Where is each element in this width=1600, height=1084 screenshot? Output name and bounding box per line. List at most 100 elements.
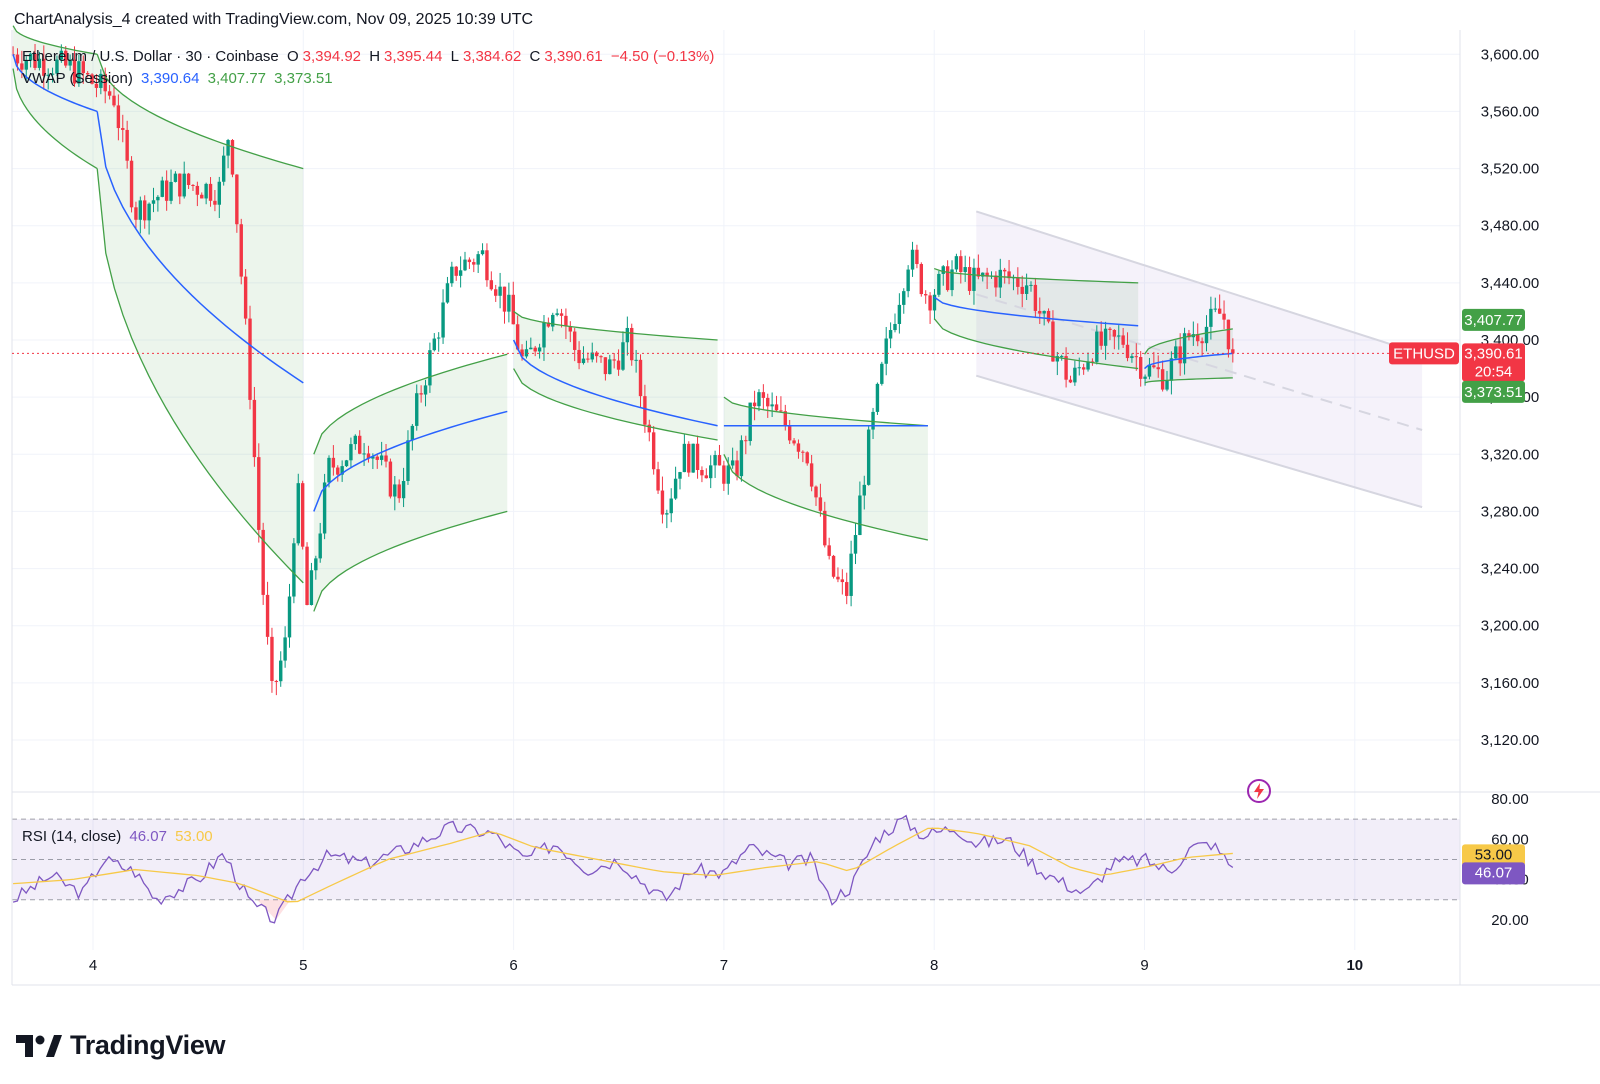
y-tick-label: 3,160.00 bbox=[1481, 675, 1539, 692]
candle-body bbox=[1222, 313, 1226, 320]
symbol-title[interactable]: Ethereum / U.S. Dollar · 30 · Coinbase bbox=[22, 48, 279, 65]
candle-body bbox=[853, 535, 858, 554]
candle-body bbox=[603, 357, 608, 375]
candle-body bbox=[85, 73, 90, 75]
rsi-value-tag-bg bbox=[1462, 862, 1525, 885]
candle-body bbox=[954, 256, 959, 270]
y-tick-label: 3,200.00 bbox=[1481, 618, 1539, 635]
candle-body bbox=[415, 393, 419, 426]
lightning-icon[interactable] bbox=[1246, 778, 1272, 804]
channel-fill bbox=[976, 211, 1423, 508]
candle-body bbox=[1068, 379, 1073, 383]
vwap-lower-tag: 3,373.51 bbox=[1462, 380, 1525, 403]
candle-body bbox=[147, 203, 151, 221]
low-value: 3,384.62 bbox=[462, 48, 522, 65]
candle-body bbox=[796, 443, 801, 452]
candle-body bbox=[1024, 285, 1029, 294]
candle-body bbox=[599, 356, 603, 358]
candle-body bbox=[897, 304, 902, 324]
y-tick-label: 3,120.00 bbox=[1481, 732, 1539, 749]
candle-body bbox=[928, 295, 932, 311]
high-label: H bbox=[369, 48, 381, 65]
candle-body bbox=[1051, 321, 1055, 362]
vwap-lower-band bbox=[12, 68, 98, 170]
candle-body bbox=[590, 352, 594, 360]
candle-body bbox=[507, 294, 511, 312]
x-tick-label: 10 bbox=[1346, 957, 1363, 974]
candle-body bbox=[327, 457, 331, 483]
candle-body bbox=[428, 350, 432, 386]
candle-body bbox=[292, 543, 296, 597]
chart-credit: ChartAnalysis_4 created with TradingView… bbox=[14, 11, 534, 28]
vwap-title[interactable]: VWAP (Session) bbox=[22, 70, 133, 87]
candle-body bbox=[752, 402, 757, 407]
vwap-upper-tag-bg bbox=[1462, 308, 1525, 331]
rsi-ma-tag-bg bbox=[1462, 844, 1525, 867]
vwap-line bbox=[1144, 352, 1233, 370]
candle-body bbox=[406, 440, 410, 482]
rsi-tick-label: 20.00 bbox=[1491, 912, 1529, 929]
candle-body bbox=[1204, 326, 1209, 344]
candle-body bbox=[656, 469, 660, 491]
candle-body bbox=[450, 266, 454, 284]
tradingview-logo-icon bbox=[16, 1034, 62, 1057]
candle-body bbox=[1055, 356, 1060, 362]
vwap-line bbox=[313, 410, 508, 512]
candle-body bbox=[959, 256, 963, 273]
candle-body bbox=[1099, 331, 1103, 346]
candle-body bbox=[239, 224, 243, 277]
y-tick-label: 3,600.00 bbox=[1481, 46, 1539, 63]
candle-body bbox=[906, 269, 910, 292]
candle-body bbox=[783, 411, 787, 426]
candle-body bbox=[621, 342, 625, 370]
candle-body bbox=[384, 455, 388, 462]
candle-body bbox=[880, 363, 884, 384]
candle-body bbox=[1143, 376, 1147, 379]
candle-body bbox=[537, 347, 542, 352]
candle-body bbox=[1174, 346, 1178, 359]
candle-body bbox=[524, 349, 529, 357]
candle-body bbox=[270, 636, 274, 681]
x-tick-label: 9 bbox=[1140, 957, 1148, 974]
candle-body bbox=[787, 425, 792, 441]
candle-body bbox=[50, 73, 55, 75]
candle-body bbox=[64, 50, 68, 66]
candle-body bbox=[831, 555, 836, 577]
candle-body bbox=[397, 484, 401, 499]
candle-body bbox=[436, 337, 441, 339]
candle-body bbox=[191, 184, 195, 186]
vwap-upper-band bbox=[96, 54, 304, 170]
candle-body bbox=[1042, 310, 1046, 314]
candle-body bbox=[1169, 358, 1174, 381]
tradingview-logo[interactable]: TradingView bbox=[16, 1030, 226, 1061]
rsi-oversold-fill bbox=[257, 899, 291, 920]
candle-body bbox=[121, 128, 125, 130]
candle-body bbox=[1029, 284, 1033, 286]
candle-body bbox=[910, 249, 915, 270]
candle-body bbox=[90, 74, 94, 84]
candle-body bbox=[572, 331, 577, 350]
open-value: 3,394.92 bbox=[302, 48, 362, 65]
candle-body bbox=[24, 60, 28, 70]
rsi-title[interactable]: RSI (14, close) bbox=[22, 828, 122, 845]
candle-body bbox=[68, 59, 72, 66]
last-price-text: 3,390.61 bbox=[1464, 345, 1522, 362]
vwap-upper-band bbox=[313, 353, 508, 455]
candle-body bbox=[691, 443, 695, 473]
candle-body bbox=[353, 435, 358, 445]
candle-body bbox=[533, 347, 537, 352]
candle-body bbox=[1108, 328, 1112, 330]
candle-body bbox=[1020, 286, 1024, 294]
axes: 3,600.00 3,560.00 3,520.00 3,480.00 3,440.00… bbox=[11, 30, 1600, 986]
candle-body bbox=[862, 484, 866, 496]
candle-body bbox=[15, 54, 20, 64]
candle-body bbox=[502, 286, 507, 312]
x-tick-label: 8 bbox=[930, 957, 938, 974]
candle-body bbox=[634, 359, 638, 361]
vwap-upper-band bbox=[513, 310, 718, 341]
candle-body bbox=[186, 173, 191, 185]
candle-body bbox=[349, 444, 353, 461]
vwap-line bbox=[12, 54, 98, 113]
candle-body bbox=[735, 460, 739, 477]
